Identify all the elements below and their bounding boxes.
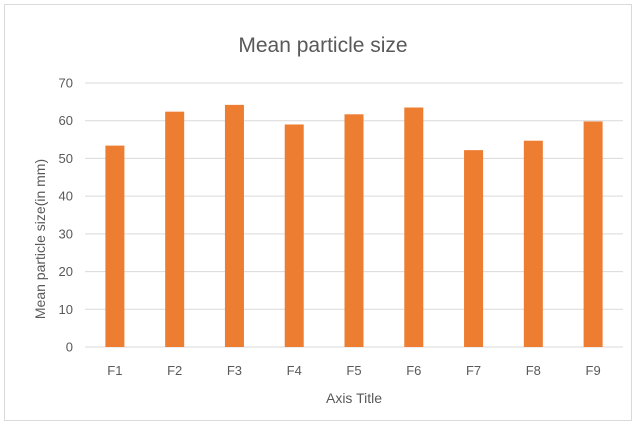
x-tick-label: F5 (346, 363, 361, 378)
bar-f4 (284, 124, 304, 347)
y-tick-label: 60 (59, 113, 73, 128)
y-axis-label: Mean particle size(in mm) (32, 159, 48, 319)
x-tick-label: F9 (586, 363, 601, 378)
bar-f6 (404, 107, 424, 347)
x-tick-label: F4 (287, 363, 302, 378)
x-tick-labels: F1 F2 F3 F4 F5 F6 F7 F8 F9 (107, 363, 600, 378)
y-tick-label: 40 (59, 189, 73, 204)
bars (105, 104, 603, 348)
bar-f2 (165, 111, 185, 347)
y-tick-labels: 0 10 20 30 40 50 60 70 (59, 76, 73, 355)
x-tick-label: F2 (167, 363, 182, 378)
x-tick-label: F1 (107, 363, 122, 378)
y-tick-label: 0 (66, 340, 73, 355)
y-tick-label: 10 (59, 302, 73, 317)
x-tick-label: F7 (466, 363, 481, 378)
y-tick-label: 20 (59, 264, 73, 279)
x-tick-label: F3 (227, 363, 242, 378)
chart-title: Mean particle size (238, 34, 407, 57)
bar-f1 (105, 145, 125, 347)
bar-f8 (523, 140, 543, 347)
x-axis-label: Axis Title (326, 390, 382, 406)
bar-f7 (464, 150, 484, 347)
x-tick-label: F8 (526, 363, 541, 378)
bar-f5 (344, 114, 364, 347)
bar-f9 (583, 121, 603, 348)
y-tick-label: 30 (59, 226, 73, 241)
bar-f3 (224, 104, 244, 347)
y-tick-label: 50 (59, 151, 73, 166)
x-tick-label: F6 (406, 363, 421, 378)
y-tick-label: 70 (59, 76, 73, 91)
